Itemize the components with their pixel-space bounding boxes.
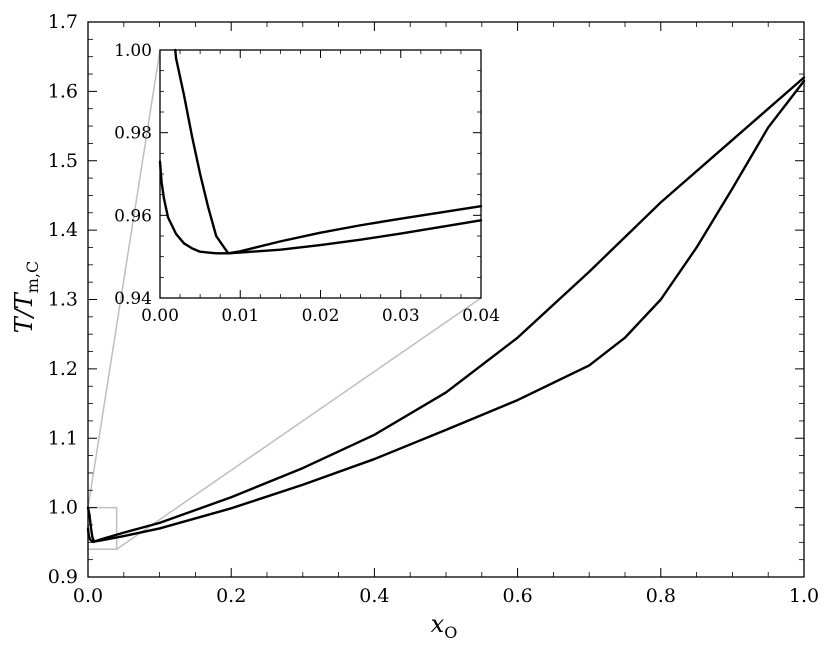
inset-series-group (158, 48, 483, 255)
main-y-tick-label: 0.9 (48, 566, 78, 588)
main-y-tick-label: 1.7 (48, 11, 78, 33)
main-tick-labels-group: 0.0 0.2 0.4 0.6 0.8 1.0 0.9 1.0 1.1 1.2 1.3 1.4 1.5 1… (48, 11, 819, 607)
main-x-tick-label: 1.0 (789, 585, 819, 607)
y-axis-label: T/Tm,C (10, 261, 42, 334)
x-axis-label: xO (431, 610, 458, 642)
main-x-tick-label: 0.0 (73, 585, 103, 607)
main-ticks-group (87, 21, 805, 578)
main-plot: 0.0 0.2 0.4 0.6 0.8 1.0 0.9 1.0 1.1 1.2 1.3 1.4 1.5 1… (48, 11, 819, 607)
main-y-tick-label: 1.5 (48, 150, 78, 172)
inset-x-tick-label: 0.03 (382, 306, 420, 326)
inset-tick-labels-group: 0.00 0.01 0.02 0.03 0.04 0.94 0.96 0.98 1.00 (114, 41, 500, 326)
zoom-connector-line (116, 297, 482, 550)
main-y-tick-label: 1.6 (48, 80, 78, 102)
inset-plot: 0.00 0.01 0.02 0.03 0.04 0.94 0.96 0.98 1.00 (114, 41, 500, 326)
main-x-tick-label: 0.2 (216, 585, 246, 607)
x-axis-label-sub: O (444, 623, 457, 642)
main-plot-frame (87, 21, 805, 578)
y-axis-label-main: T/T (10, 291, 38, 333)
inset-x-tick-label: 0.02 (302, 306, 340, 326)
zoom-box (87, 506, 118, 550)
main-y-tick-label: 1.0 (48, 497, 78, 519)
inset-plot-frame (159, 49, 482, 299)
main-series-line (86, 76, 806, 543)
main-x-tick-label: 0.4 (359, 585, 389, 607)
inset-y-tick-label: 1.00 (114, 41, 152, 61)
inset-y-tick-label: 0.94 (114, 289, 152, 309)
inset-x-tick-label: 0.00 (141, 306, 179, 326)
zoom-indicator (87, 49, 482, 550)
main-x-tick-label: 0.6 (502, 585, 532, 607)
main-x-tick-label: 0.8 (646, 585, 676, 607)
inset-series-line (158, 160, 483, 255)
main-series-line (86, 79, 806, 543)
y-axis-label-sub: m,C (23, 261, 42, 294)
main-y-tick-label: 1.4 (48, 219, 78, 241)
main-y-tick-label: 1.2 (48, 358, 78, 380)
inset-y-tick-label: 0.96 (114, 206, 152, 226)
inset-x-tick-label: 0.01 (221, 306, 259, 326)
zoom-connector-line (87, 49, 161, 508)
main-y-tick-label: 1.1 (48, 427, 78, 449)
x-axis-label-main: x (431, 610, 445, 638)
main-y-tick-label: 1.3 (48, 289, 78, 311)
inset-y-tick-label: 0.98 (114, 124, 152, 144)
main-series-group (86, 76, 806, 543)
inset-x-tick-label: 0.04 (462, 306, 500, 326)
inset-background (160, 50, 481, 298)
